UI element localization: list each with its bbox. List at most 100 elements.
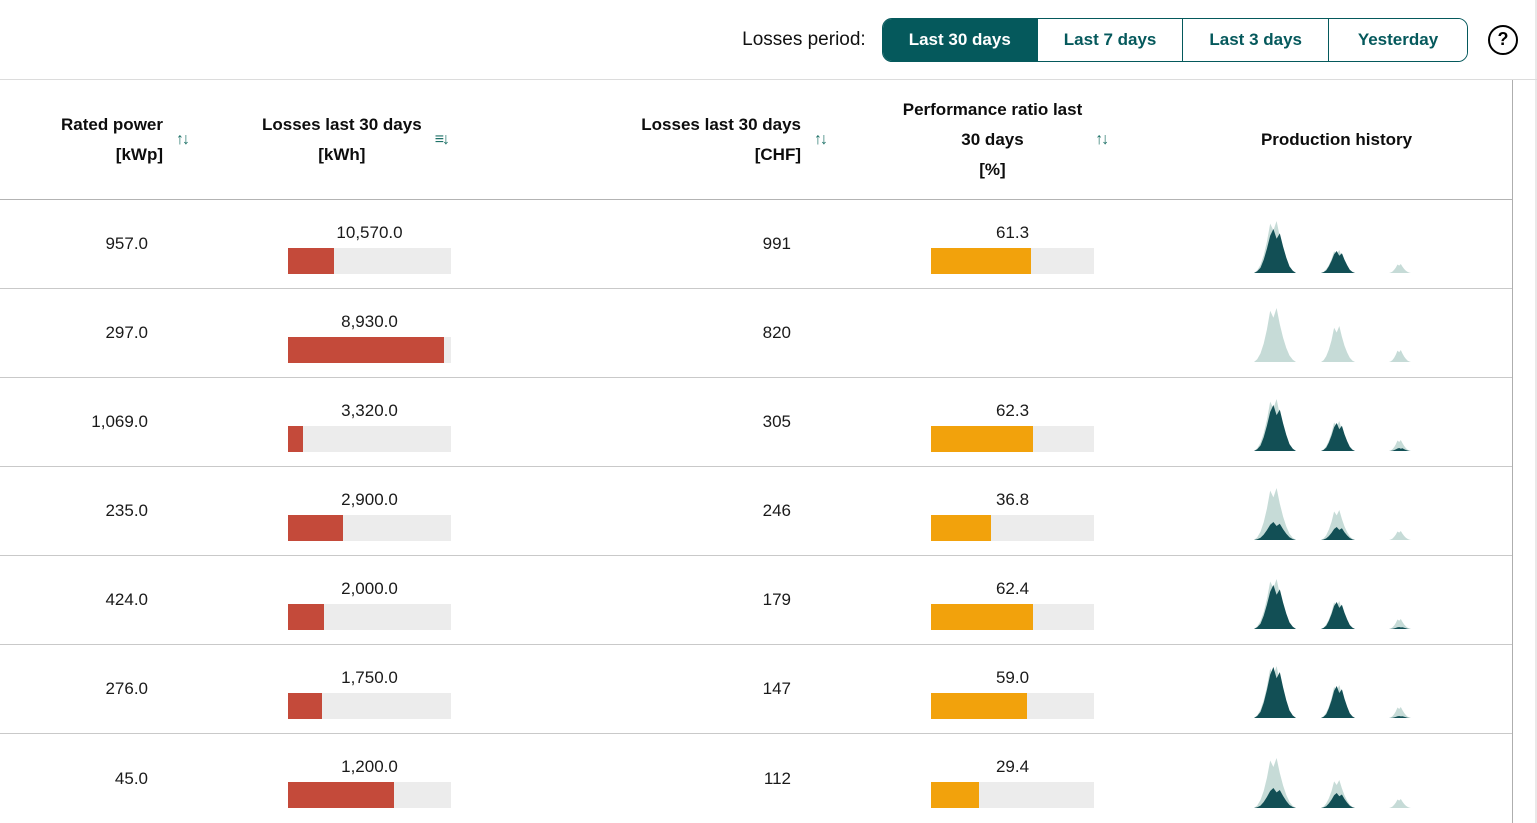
performance-ratio-bar-track — [931, 515, 1094, 541]
losses-kwh-unit: [kWh] — [318, 145, 365, 164]
rated-power-title: Rated power — [61, 115, 163, 134]
production-history-sparkline — [1160, 556, 1513, 644]
production-history-sparkline — [1160, 200, 1513, 288]
production-history-sparkline — [1160, 734, 1513, 823]
losses-kwh-bar-track — [288, 515, 451, 541]
performance-ratio-bar-fill — [931, 515, 991, 541]
losses-kwh-bar-track — [288, 604, 451, 630]
production-history-sparkline — [1160, 467, 1513, 555]
table-row[interactable]: 957.0 10,570.0 991 61.3 — [0, 200, 1512, 289]
losses-chf-title: Losses last 30 days — [641, 115, 801, 134]
losses-kwh-cell: 3,320.0 — [190, 378, 520, 466]
table-row[interactable]: 297.0 8,930.0 820 — [0, 289, 1512, 378]
performance-ratio-cell: 62.4 — [850, 556, 1160, 644]
performance-ratio-value: 29.4 — [931, 754, 1094, 779]
performance-ratio-bar-fill — [931, 248, 1031, 274]
losses-chf-value: 305 — [520, 378, 850, 466]
losses-kwh-bar-track — [288, 337, 451, 363]
losses-period-button-group: Last 30 days Last 7 days Last 3 days Yes… — [882, 18, 1468, 62]
performance-ratio-value: 36.8 — [931, 487, 1094, 512]
period-button-last-7-days[interactable]: Last 7 days — [1038, 19, 1184, 61]
performance-ratio-cell: 61.3 — [850, 200, 1160, 288]
table-header-row: Rated power [kWp] ↑↓ Losses last 30 days… — [0, 80, 1512, 200]
losses-kwh-cell: 1,750.0 — [190, 645, 520, 733]
performance-ratio-value: 62.3 — [931, 398, 1094, 423]
losses-kwh-bar-track — [288, 693, 451, 719]
pr-unit: [%] — [979, 160, 1005, 179]
losses-kwh-cell: 2,000.0 — [190, 556, 520, 644]
table-row[interactable]: 1,069.0 3,320.0 305 62.3 — [0, 378, 1512, 467]
losses-chf-value: 112 — [520, 734, 850, 823]
rated-power-value: 424.0 — [0, 556, 190, 644]
production-history-title: Production history — [1261, 125, 1412, 155]
losses-kwh-bar-track — [288, 426, 451, 452]
rated-power-value: 957.0 — [0, 200, 190, 288]
table-row[interactable]: 235.0 2,900.0 246 36.8 — [0, 467, 1512, 556]
losses-kwh-bar-fill — [288, 604, 324, 630]
losses-kwh-value: 3,320.0 — [288, 398, 451, 423]
losses-kwh-bar-fill — [288, 782, 394, 808]
production-history-sparkline — [1160, 289, 1513, 377]
losses-period-label: Losses period: — [742, 29, 866, 51]
rated-power-value: 276.0 — [0, 645, 190, 733]
losses-kwh-bar-fill — [288, 248, 334, 274]
sort-icon-losses-chf[interactable]: ↑↓ — [814, 125, 826, 155]
losses-kwh-cell: 8,930.0 — [190, 289, 520, 377]
rated-power-value: 235.0 — [0, 467, 190, 555]
losses-kwh-value: 2,900.0 — [288, 487, 451, 512]
period-button-last-3-days[interactable]: Last 3 days — [1183, 19, 1329, 61]
help-icon[interactable]: ? — [1488, 25, 1518, 55]
performance-ratio-bar-track — [931, 248, 1094, 274]
losses-kwh-bar-fill — [288, 515, 343, 541]
column-header-performance-ratio: Performance ratio last 30 days [%] ↑↓ — [850, 80, 1160, 199]
losses-kwh-bar-track — [288, 248, 451, 274]
losses-kwh-bar-fill — [288, 693, 322, 719]
losses-kwh-value: 1,750.0 — [288, 665, 451, 690]
losses-kwh-cell: 10,570.0 — [190, 200, 520, 288]
losses-kwh-bar-track — [288, 782, 451, 808]
performance-ratio-bar-fill — [931, 426, 1033, 452]
sort-icon-losses-kwh-active[interactable]: ≡↓ — [435, 125, 448, 155]
performance-ratio-cell: 29.4 — [850, 734, 1160, 823]
rated-power-unit: [kWp] — [116, 145, 163, 164]
table-row[interactable]: 45.0 1,200.0 112 29.4 — [0, 734, 1512, 823]
performance-ratio-bar-fill — [931, 693, 1027, 719]
losses-chf-value: 246 — [520, 467, 850, 555]
app-window: Losses period: Last 30 days Last 7 days … — [0, 0, 1537, 823]
losses-chf-value: 820 — [520, 289, 850, 377]
performance-ratio-bar-track — [931, 604, 1094, 630]
rated-power-value: 297.0 — [0, 289, 190, 377]
period-button-last-30-days[interactable]: Last 30 days — [883, 19, 1038, 61]
rated-power-value: 45.0 — [0, 734, 190, 823]
performance-ratio-bar-track — [931, 693, 1094, 719]
performance-ratio-bar-fill — [931, 604, 1033, 630]
losses-kwh-cell: 2,900.0 — [190, 467, 520, 555]
performance-ratio-cell: 59.0 — [850, 645, 1160, 733]
table-row[interactable]: 276.0 1,750.0 147 59.0 — [0, 645, 1512, 734]
sort-icon-rated-power[interactable]: ↑↓ — [176, 125, 188, 155]
pr-period: 30 days — [961, 130, 1023, 149]
column-header-losses-chf: Losses last 30 days [CHF] ↑↓ — [520, 80, 850, 199]
losses-kwh-value: 10,570.0 — [288, 220, 451, 245]
performance-ratio-value: 59.0 — [931, 665, 1094, 690]
performance-ratio-bar-track — [931, 426, 1094, 452]
production-history-sparkline — [1160, 378, 1513, 466]
performance-ratio-value: 61.3 — [931, 220, 1094, 245]
column-header-losses-kwh: Losses last 30 days [kWh] ≡↓ — [190, 80, 520, 199]
losses-kwh-cell: 1,200.0 — [190, 734, 520, 823]
losses-kwh-value: 1,200.0 — [288, 754, 451, 779]
period-button-yesterday[interactable]: Yesterday — [1329, 19, 1467, 61]
performance-ratio-cell: 36.8 — [850, 467, 1160, 555]
table-row[interactable]: 424.0 2,000.0 179 62.4 — [0, 556, 1512, 645]
losses-kwh-bar-fill — [288, 426, 303, 452]
losses-period-toolbar: Losses period: Last 30 days Last 7 days … — [0, 0, 1537, 80]
losses-chf-unit: [CHF] — [755, 145, 801, 164]
losses-chf-value: 179 — [520, 556, 850, 644]
production-history-sparkline — [1160, 645, 1513, 733]
performance-ratio-cell: 62.3 — [850, 378, 1160, 466]
losses-kwh-title: Losses last 30 days — [262, 115, 422, 134]
column-header-production-history: Production history — [1160, 80, 1513, 199]
losses-chf-value: 991 — [520, 200, 850, 288]
sort-icon-performance-ratio[interactable]: ↑↓ — [1095, 125, 1107, 155]
pr-title: Performance ratio last — [903, 100, 1083, 119]
